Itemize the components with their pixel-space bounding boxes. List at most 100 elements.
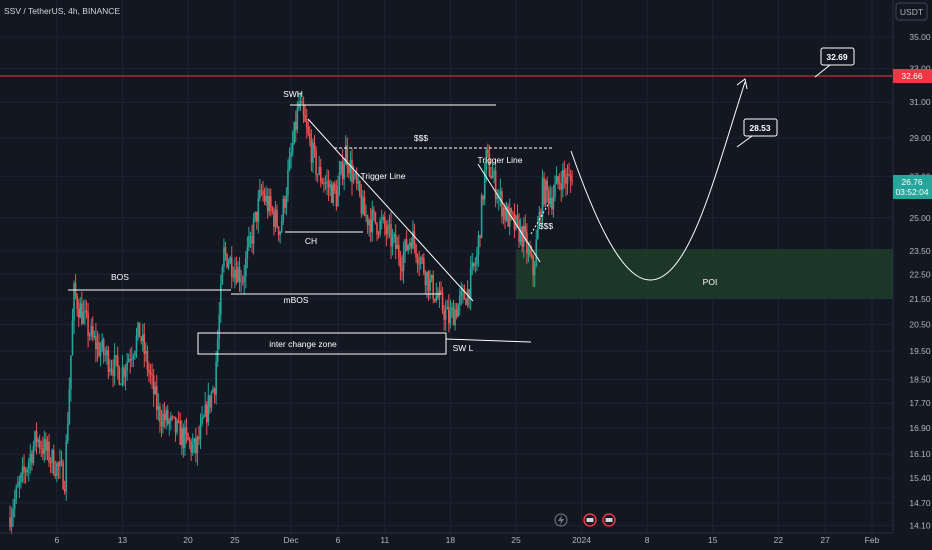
candle-body <box>388 224 391 226</box>
candle-body <box>296 108 299 130</box>
candle-body <box>274 209 277 227</box>
target-1-box[interactable] <box>743 118 778 137</box>
candle-body <box>10 516 13 527</box>
candle-body <box>32 446 35 464</box>
candle-body <box>284 198 286 208</box>
price-tick-label: 18.50 <box>909 374 931 384</box>
projection-curve[interactable] <box>570 81 746 281</box>
candle-body <box>149 372 152 375</box>
price-tick-label: 19.50 <box>909 346 931 356</box>
currency-box[interactable] <box>895 2 928 21</box>
price-tick-label: 20.50 <box>909 319 931 329</box>
candle-body <box>34 431 36 447</box>
candle-body <box>77 309 80 318</box>
candle-body <box>327 181 330 188</box>
inter-change-zone-box[interactable] <box>197 332 447 355</box>
poi-zone[interactable] <box>516 249 893 299</box>
candle-body <box>246 247 249 258</box>
candle-body <box>374 211 377 223</box>
time-tick-label: 15 <box>708 535 718 545</box>
trigger-line-right[interactable] <box>477 163 541 263</box>
price-tick-label: 14.70 <box>909 498 931 508</box>
candle-body <box>365 215 367 217</box>
candle-body <box>408 242 411 246</box>
candle-body <box>346 145 349 167</box>
candle-body <box>66 423 69 441</box>
candle-body <box>508 208 511 227</box>
candle-body <box>18 481 21 486</box>
trigger-line-main[interactable] <box>307 118 474 302</box>
candle-body <box>510 208 513 213</box>
lightning-glyph <box>558 515 564 525</box>
swl-line[interactable] <box>445 338 532 343</box>
candle-body <box>315 149 317 175</box>
candle-body <box>329 184 331 188</box>
sss-dotted-line[interactable] <box>530 202 550 235</box>
time-tick-label: 6 <box>336 535 341 545</box>
candle-body <box>282 198 285 221</box>
price-axis[interactable]: USDT 35.0033.0031.0029.0027.0025.0023.50… <box>892 0 932 533</box>
candle-body <box>140 337 142 342</box>
candle-body <box>399 258 402 268</box>
candle-body <box>354 173 356 175</box>
candle-body <box>49 462 52 464</box>
trigger-line-label-1: Trigger Line <box>360 171 405 181</box>
candle-body <box>404 239 406 253</box>
candle-body <box>410 242 413 249</box>
candle-body <box>276 209 278 227</box>
candle-body <box>341 161 344 179</box>
candle-body <box>129 359 132 361</box>
candle-body <box>424 272 427 286</box>
candle-body <box>480 195 483 239</box>
target-2-box[interactable] <box>820 47 855 66</box>
candle-body <box>73 283 75 321</box>
candle-body <box>79 303 82 318</box>
candle-body <box>26 468 28 473</box>
swh-label: SWH <box>283 89 303 99</box>
candle-body <box>558 182 561 184</box>
candle-body <box>547 189 550 204</box>
candle-body <box>452 307 455 326</box>
candle-body <box>223 247 225 267</box>
candle-body <box>38 439 41 448</box>
candle-body <box>335 190 338 207</box>
sss-top-label: $$$ <box>414 133 428 143</box>
candle-body <box>457 304 459 317</box>
candle-body <box>109 368 111 372</box>
candle-body <box>107 350 110 372</box>
candle-body <box>112 369 114 376</box>
candle-body <box>243 276 246 282</box>
candle-body <box>507 206 509 227</box>
price-tick-label: 33.00 <box>909 64 931 74</box>
candle-body <box>218 314 221 340</box>
candle-body <box>182 427 185 448</box>
lightning-icon[interactable] <box>554 513 568 527</box>
candle-body <box>504 207 506 221</box>
candle-body <box>221 266 224 285</box>
candle-body <box>546 180 548 190</box>
candle-body <box>505 206 508 221</box>
swl-label: SW L <box>453 343 474 353</box>
candle-body <box>116 355 119 368</box>
candle-body <box>446 306 449 310</box>
candle-body <box>351 160 353 182</box>
time-tick-label: 27 <box>820 535 830 545</box>
candle-body <box>316 174 319 176</box>
candle-body <box>401 267 403 272</box>
candle-body <box>366 215 369 226</box>
candle-body <box>330 184 333 203</box>
candle-body <box>121 367 124 385</box>
time-tick-label: 20 <box>183 535 193 545</box>
price-tick-label: 23.50 <box>909 246 931 256</box>
candle-body <box>190 441 192 453</box>
candle-body <box>287 169 289 196</box>
candle-body <box>307 126 310 134</box>
candle-body <box>113 355 116 376</box>
time-axis[interactable]: 6 13 20 25 Dec 6 11 18 25 2024 8 15 22 27 Feb <box>0 532 893 545</box>
candle-body <box>455 309 458 317</box>
candle-body <box>466 289 469 305</box>
candle-body <box>362 197 364 214</box>
time-tick-label: 11 <box>380 535 389 545</box>
candle-body <box>541 177 544 218</box>
